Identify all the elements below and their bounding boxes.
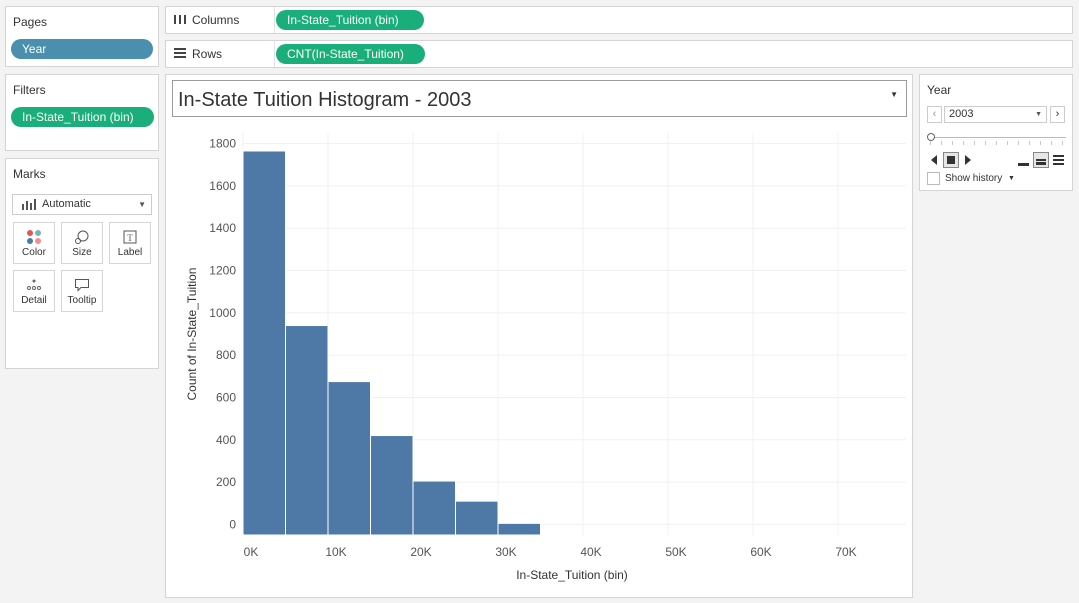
dropdown-caret-icon: ▼ bbox=[138, 200, 146, 209]
rows-shelf-label: Rows bbox=[174, 41, 222, 67]
filters-title: Filters bbox=[13, 83, 46, 97]
year-control-card: Year ‹ 2003 ▼ › Show history ▼ bbox=[919, 74, 1073, 191]
x-tick-label: 40K bbox=[580, 545, 601, 559]
size-icon bbox=[62, 229, 102, 245]
filter-tuition-pill[interactable]: In-State_Tuition (bin) bbox=[11, 107, 154, 127]
x-axis-title: In-State_Tuition (bin) bbox=[516, 568, 628, 582]
columns-icon bbox=[174, 13, 186, 27]
show-history-checkbox[interactable] bbox=[927, 172, 940, 185]
y-axis-title: Count of In-State_Tuition bbox=[185, 268, 199, 401]
play-forward-button[interactable] bbox=[962, 153, 974, 167]
pages-title: Pages bbox=[13, 15, 48, 29]
color-icon bbox=[14, 229, 54, 245]
columns-label: Columns bbox=[192, 13, 240, 27]
rows-shelf: Rows CNT(In-State_Tuition) bbox=[165, 40, 1073, 68]
speed-fast-icon[interactable] bbox=[1052, 154, 1065, 167]
year-prev-button[interactable]: ‹ bbox=[927, 106, 942, 123]
rows-count-pill[interactable]: CNT(In-State_Tuition) bbox=[276, 44, 425, 64]
year-select[interactable]: 2003 ▼ bbox=[944, 106, 1047, 123]
stop-button[interactable] bbox=[943, 152, 959, 168]
size-label: Size bbox=[72, 247, 92, 258]
columns-divider bbox=[274, 7, 275, 33]
marks-label-button[interactable]: T Label bbox=[109, 222, 151, 264]
y-tick-label: 1600 bbox=[209, 179, 236, 193]
pages-card: Pages Year bbox=[5, 6, 159, 67]
x-tick-label: 30K bbox=[495, 545, 516, 559]
y-tick-label: 1200 bbox=[209, 264, 236, 278]
top-strip bbox=[0, 0, 1079, 4]
x-tick-label: 70K bbox=[835, 545, 856, 559]
show-history-caret-icon[interactable]: ▼ bbox=[1008, 175, 1015, 182]
speed-slow-icon[interactable] bbox=[1017, 154, 1030, 167]
marks-size-button[interactable]: Size bbox=[61, 222, 103, 264]
color-label: Color bbox=[22, 247, 46, 258]
histogram-bar[interactable] bbox=[285, 325, 329, 536]
x-tick-label: 50K bbox=[665, 545, 686, 559]
show-history-label[interactable]: Show history bbox=[945, 173, 1003, 184]
y-tick-label: 400 bbox=[216, 433, 236, 447]
play-back-button[interactable] bbox=[928, 153, 940, 167]
year-next-button[interactable]: › bbox=[1050, 106, 1065, 123]
y-tick-label: 1800 bbox=[209, 137, 236, 151]
marks-title: Marks bbox=[13, 167, 46, 181]
y-tick-label: 800 bbox=[216, 348, 236, 362]
x-tick-label: 10K bbox=[325, 545, 346, 559]
columns-shelf: Columns In-State_Tuition (bin) bbox=[165, 6, 1073, 34]
columns-tuition-pill[interactable]: In-State_Tuition (bin) bbox=[276, 10, 424, 30]
marks-tooltip-button[interactable]: Tooltip bbox=[61, 270, 103, 312]
worksheet-title-box[interactable]: In-State Tuition Histogram - 2003 ▼ bbox=[172, 80, 907, 117]
histogram-bar[interactable] bbox=[455, 500, 499, 536]
pages-year-pill[interactable]: Year bbox=[11, 39, 153, 59]
rows-label: Rows bbox=[192, 47, 223, 61]
histogram-bar[interactable] bbox=[327, 381, 371, 536]
worksheet-panel: In-State Tuition Histogram - 2003 ▼ 0K 10… bbox=[165, 74, 913, 598]
title-dropdown-icon[interactable]: ▼ bbox=[890, 90, 898, 99]
bar-chart-icon bbox=[21, 198, 37, 217]
y-tick-label: 0 bbox=[229, 517, 236, 531]
tooltip-icon bbox=[62, 277, 102, 293]
year-control-title: Year bbox=[927, 83, 952, 97]
histogram-bar[interactable] bbox=[370, 435, 414, 536]
y-tick-label: 1400 bbox=[209, 221, 236, 235]
histogram-bar[interactable] bbox=[412, 480, 456, 536]
label-icon: T bbox=[110, 229, 150, 245]
year-slider-track[interactable] bbox=[930, 137, 1066, 138]
year-slider-thumb[interactable] bbox=[927, 133, 935, 141]
y-tick-label: 200 bbox=[216, 475, 236, 489]
worksheet-title: In-State Tuition Histogram - 2003 bbox=[178, 89, 472, 111]
marks-color-button[interactable]: Color bbox=[13, 222, 55, 264]
mark-type-value: Automatic bbox=[42, 198, 91, 210]
rows-divider bbox=[274, 41, 275, 67]
year-select-caret-icon: ▼ bbox=[1035, 111, 1042, 118]
tooltip-label: Tooltip bbox=[67, 295, 97, 306]
x-tick-label: 0K bbox=[244, 545, 259, 559]
histogram-bar[interactable] bbox=[242, 150, 286, 536]
x-tick-label: 60K bbox=[750, 545, 771, 559]
year-select-value: 2003 bbox=[949, 108, 974, 120]
detail-icon bbox=[14, 277, 54, 293]
mark-type-dropdown[interactable]: Automatic ▼ bbox=[12, 194, 152, 215]
speed-medium-icon[interactable] bbox=[1033, 152, 1049, 168]
histogram-chart: 0K 10K 20K 30K 40K 50K 60K 70K 0 200 400 600 800 1000… bbox=[185, 133, 906, 582]
histogram-bar[interactable] bbox=[497, 522, 541, 536]
year-slider-ticks bbox=[930, 141, 1066, 145]
columns-shelf-label: Columns bbox=[174, 7, 239, 33]
x-tick-label: 20K bbox=[410, 545, 431, 559]
label-label: Label bbox=[117, 247, 143, 258]
detail-label: Detail bbox=[21, 295, 47, 306]
y-tick-label: 1000 bbox=[209, 306, 236, 320]
marks-card: Marks Automatic ▼ Color Size T Label Det… bbox=[5, 158, 159, 369]
svg-text:T: T bbox=[127, 233, 133, 243]
filters-card: Filters In-State_Tuition (bin) bbox=[5, 74, 159, 151]
y-tick-label: 600 bbox=[216, 390, 236, 404]
rows-icon bbox=[174, 47, 186, 61]
marks-detail-button[interactable]: Detail bbox=[13, 270, 55, 312]
